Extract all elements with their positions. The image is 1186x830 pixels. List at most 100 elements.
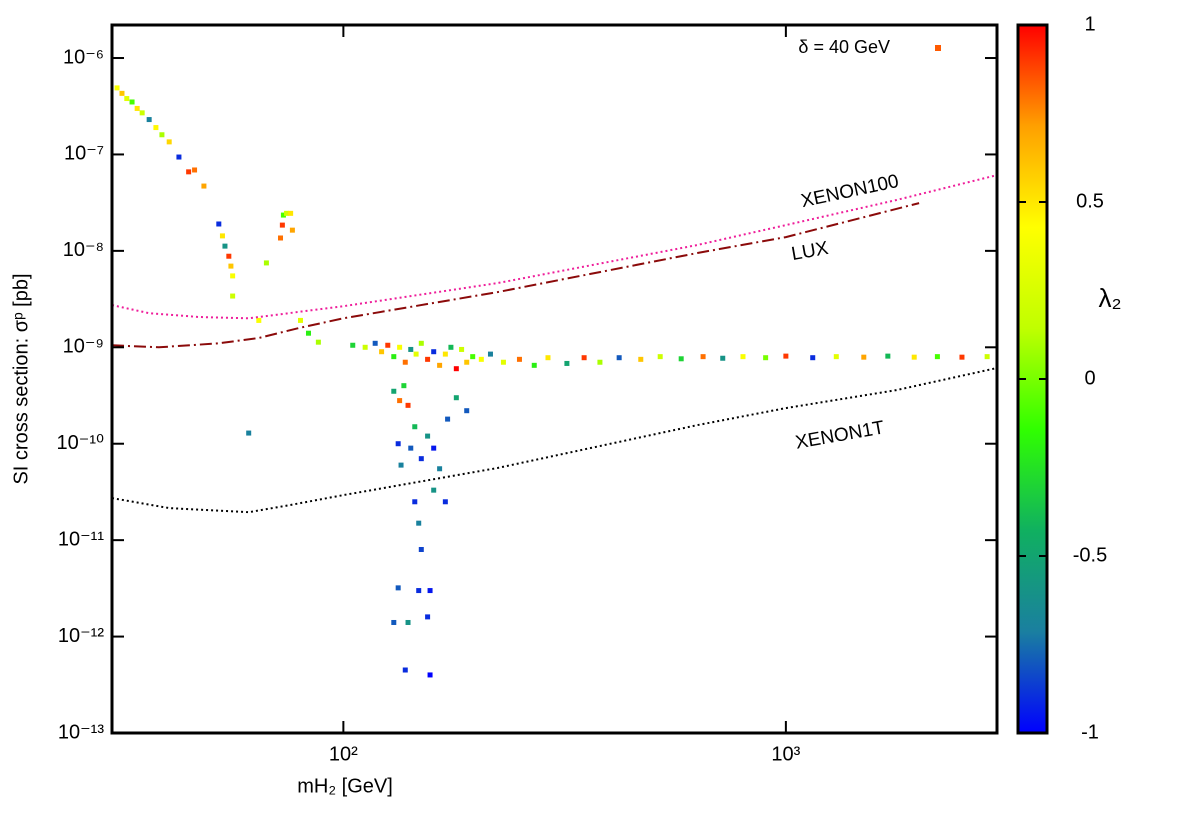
scatter-point <box>166 139 172 145</box>
plot-frame <box>110 23 999 735</box>
limit-curve <box>112 174 997 320</box>
scatter-point <box>228 263 234 269</box>
scatter-point <box>833 354 839 360</box>
scatter-point <box>222 243 228 249</box>
scatter-point <box>478 356 484 362</box>
y-axis-label: SI cross section: σᵖ [pb] <box>10 273 32 484</box>
plot-area <box>112 85 997 678</box>
scatter-point <box>405 402 411 408</box>
curve-label: LUX <box>790 238 830 265</box>
colorbar-tick-label: -1 <box>1081 721 1099 743</box>
scatter-point <box>581 355 587 361</box>
scatter-point <box>408 445 414 451</box>
scatter-point <box>146 117 152 123</box>
scatter-point <box>129 99 135 105</box>
scatter-point <box>427 672 433 678</box>
scatter-point <box>431 349 437 355</box>
scatter-point <box>425 356 431 362</box>
curve-label: XENON100 <box>799 171 900 212</box>
scatter-point <box>405 619 411 625</box>
scatter-point <box>256 317 262 323</box>
limit-curve <box>112 202 920 349</box>
scatter-point <box>638 356 644 362</box>
scatter-point <box>216 221 222 227</box>
scatter-point <box>315 339 321 345</box>
scatter-point <box>226 253 232 259</box>
scatter-point <box>934 354 940 360</box>
scatter-point <box>412 499 418 505</box>
scatter-point <box>391 388 397 394</box>
scatter-point <box>616 355 622 361</box>
y-tick-label: 10⁻¹² <box>58 625 104 647</box>
scatter-point <box>437 466 443 472</box>
scatter-point <box>350 342 356 348</box>
scatter-point <box>114 85 120 91</box>
scatter-point <box>453 395 459 401</box>
scatter-point <box>372 340 378 346</box>
y-tick-label: 10⁻¹³ <box>58 721 104 743</box>
scatter-point <box>885 353 891 359</box>
scatter-point <box>657 354 663 360</box>
scatter-point <box>124 96 130 102</box>
scatter-point <box>278 235 284 241</box>
scatter-point <box>201 183 207 189</box>
scatter-point <box>416 588 422 594</box>
scatter-point <box>427 588 433 594</box>
scatter-point <box>385 342 391 348</box>
scatter-point <box>464 359 470 365</box>
scatter-point <box>425 433 431 439</box>
scatter-point <box>425 614 431 620</box>
scatter-point <box>445 416 451 422</box>
scatter-point <box>176 154 182 160</box>
scatter-point <box>402 359 408 365</box>
scatter-point <box>783 353 789 359</box>
scatter-point <box>448 344 454 350</box>
scatter-point <box>740 354 746 360</box>
scatter-point <box>763 355 769 361</box>
scatter-point <box>246 430 252 436</box>
scatter-point <box>531 362 537 368</box>
scatter-point <box>516 356 522 362</box>
limit-curve <box>112 367 997 514</box>
scatter-point <box>470 354 476 360</box>
scatter-point <box>186 169 192 175</box>
scatter-point <box>279 222 285 228</box>
legend-marker <box>935 45 941 51</box>
scatter-point <box>412 424 418 430</box>
x-tick-label: 10³ <box>771 743 800 765</box>
y-tick-label: 10⁻¹⁰ <box>57 432 104 454</box>
scatter-point <box>219 233 225 239</box>
scatter-point <box>861 354 867 360</box>
scatter-point <box>416 520 422 526</box>
scatter-point <box>379 349 385 355</box>
scatter-point <box>431 487 437 493</box>
scatter-point <box>305 330 311 336</box>
scatter-point <box>397 344 403 350</box>
y-tick-label: 10⁻⁸ <box>63 239 104 261</box>
scatter-point <box>442 351 448 357</box>
scatter-point <box>700 354 706 360</box>
scatter-point <box>959 354 965 360</box>
x-axis-label: mH₂ [GeV] <box>297 775 393 797</box>
scatter-point <box>391 619 397 625</box>
y-tick-label: 10⁻¹¹ <box>58 528 104 550</box>
scatter-point <box>401 383 407 389</box>
scatter-point <box>597 359 603 365</box>
scatter-point <box>284 210 290 216</box>
scatter-point <box>408 346 414 352</box>
scatter-point <box>119 90 125 96</box>
scatter-point <box>984 354 990 360</box>
scatter-point <box>459 346 465 352</box>
scatter-point <box>431 445 437 451</box>
scatter-point <box>397 398 403 404</box>
scatter-point <box>297 317 303 323</box>
scatter-point <box>134 105 140 111</box>
y-tick-label: 10⁻⁶ <box>63 46 104 68</box>
scatter-point <box>442 499 448 505</box>
scatter-point <box>398 462 404 468</box>
scatter-point <box>678 356 684 362</box>
scatter-point <box>391 354 397 360</box>
scatter-point <box>230 273 236 279</box>
scatter-point <box>418 340 424 346</box>
x-tick-label: 10² <box>329 743 358 765</box>
